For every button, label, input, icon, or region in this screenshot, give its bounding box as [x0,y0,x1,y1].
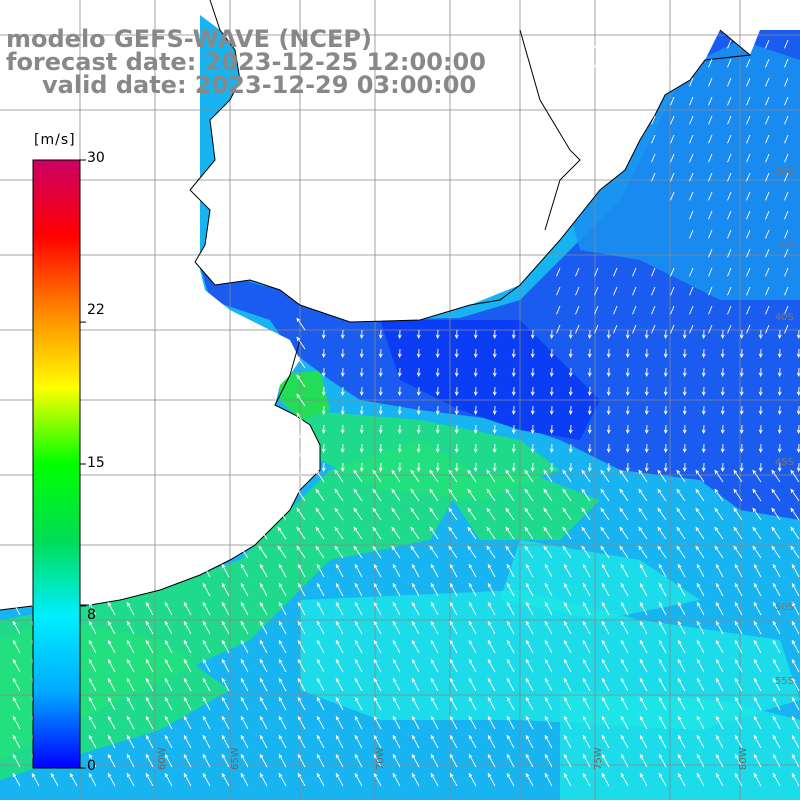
valid-date: valid date: 2023-12-29 03:00:00 [6,74,486,97]
lon-label-80w: 80W [738,747,749,770]
colorbar-tick-0: 0 [87,758,96,774]
lat-label-30s: 30S [775,167,794,178]
colorbar-tick-8: 8 [87,607,96,623]
colorbar-tick-22: 22 [87,302,105,318]
colorbar [33,160,86,768]
lat-label-55s: 55S [775,676,794,687]
lon-label-70w: 70W [375,747,386,770]
lat-label-35s: 35S [775,240,794,251]
lon-label-65w: 65W [230,747,241,770]
map-title-block: modelo GEFS-WAVE (NCEP) forecast date: 2… [6,28,486,97]
colorbar-tick-15: 15 [87,455,105,471]
lat-label-50s: 50S [775,602,794,613]
colorbar-tick-30: 30 [87,150,105,166]
lat-label-45s: 45S [775,457,794,468]
lon-label-75w: 75W [593,747,604,770]
lat-label-40s: 40S [775,312,794,323]
colorbar-unit: [m/s] [34,132,76,148]
colorbar-gradient [33,160,80,768]
lon-label-60w: 60W [157,747,168,770]
